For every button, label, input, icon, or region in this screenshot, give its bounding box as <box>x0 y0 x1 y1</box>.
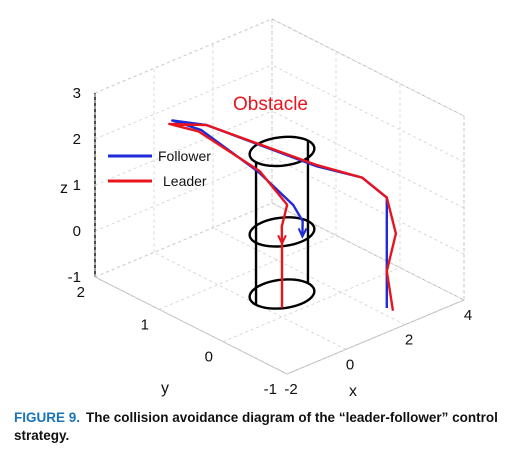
grid-z-right <box>271 156 465 255</box>
legend: Follower Leader <box>108 148 211 189</box>
caption-label: FIGURE 9. <box>14 410 81 425</box>
legend-leader-label: Leader <box>163 173 207 189</box>
series-follower-arrow <box>297 227 308 239</box>
x-tick-label: 2 <box>405 332 413 349</box>
y-tick-label: 2 <box>77 284 85 301</box>
z-tick-label: 3 <box>73 85 81 102</box>
grid-z-back <box>94 110 273 186</box>
x-tick-label: -2 <box>284 381 297 398</box>
obstacle-label: Obstacle <box>233 94 308 115</box>
figure-caption: FIGURE 9. The collision avoidance diagram… <box>14 409 504 445</box>
z-tick-label: 2 <box>73 131 81 148</box>
x-axis-title: x <box>349 383 357 400</box>
y-tick-label: 0 <box>205 349 213 366</box>
z-tick-label: 0 <box>73 223 81 240</box>
chart-3d: -1 0 1 2 3 -1 0 1 2 -2 0 2 4 z y x Obstacle Follower… <box>60 18 473 400</box>
grid-y-floor <box>286 299 465 375</box>
grid-z-back <box>94 156 273 232</box>
legend-follower-label: Follower <box>158 148 211 164</box>
y-axis-title: y <box>161 380 169 397</box>
front-bottom-edge <box>94 276 288 375</box>
z-axis-title: z <box>60 180 68 197</box>
grid-z-back <box>94 64 273 140</box>
series-leader-line <box>168 122 398 311</box>
x-tick-label: 4 <box>464 307 472 324</box>
tick-labels: -1 0 1 2 3 -1 0 1 2 -2 0 2 4 <box>68 85 473 398</box>
obstacle-cylinder <box>248 135 316 310</box>
series-leader-arrow <box>277 234 287 246</box>
z-tick-label: -1 <box>68 269 81 286</box>
grid-z-back <box>94 202 273 278</box>
z-tick-label: 1 <box>73 177 81 194</box>
y-tick-label: -1 <box>264 381 277 398</box>
grid-y-floor <box>222 267 401 343</box>
gridlines <box>94 18 465 375</box>
series-layer <box>168 119 398 311</box>
grid-y-floor <box>158 234 337 310</box>
x-tick-label: 0 <box>346 356 354 373</box>
y-tick-label: 1 <box>141 316 149 333</box>
grid-z-back <box>94 18 273 94</box>
caption-text: The collision avoidance diagram of the “… <box>14 410 498 443</box>
series-follower-line <box>171 119 388 308</box>
